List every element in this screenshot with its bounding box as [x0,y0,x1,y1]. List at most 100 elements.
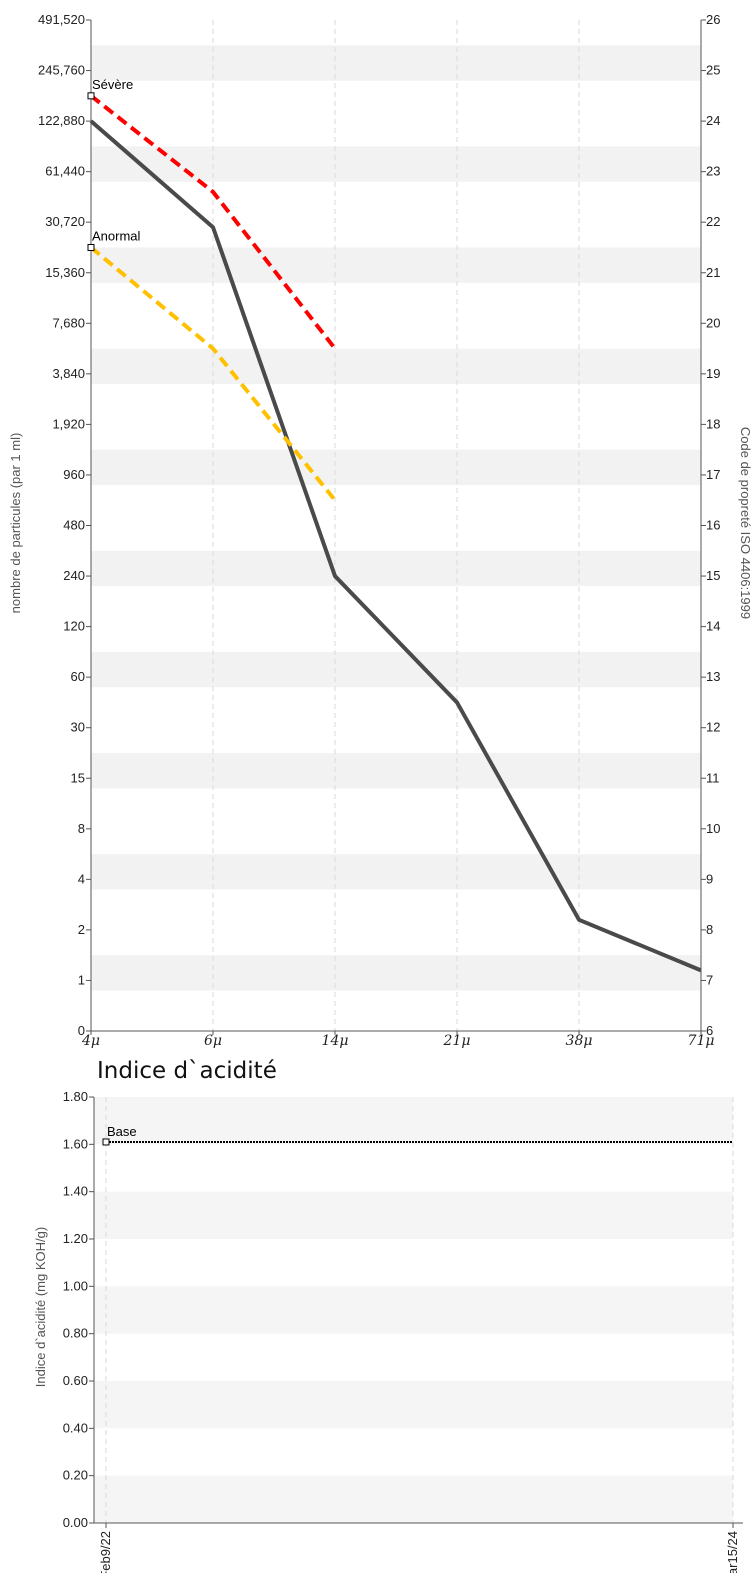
particle-chart-y2-label: Code de propreté ISO 4406:1999 [738,427,753,619]
y2-tick-label: 16 [706,518,720,533]
acidity-chart-x-ticks: Feb9/22 Mar15/24 [98,1523,740,1573]
y2-tick-label: 9 [706,871,713,886]
grid-band [91,651,701,688]
y-tick-label: 0 [78,1023,85,1038]
y-tick-label: 1 [78,972,85,987]
y-tick-label: 480 [63,518,85,533]
y-tick-label: 0.60 [63,1373,88,1388]
x-tick-label: Mar15/24 [725,1531,740,1573]
y-tick-label: 0.00 [63,1515,88,1530]
grid-band [91,146,701,182]
particle-chart-y-label: nombre de particules (par 1 ml) [8,433,23,614]
y2-tick-label: 19 [706,366,720,381]
y2-tick-label: 10 [706,821,720,836]
y-tick-label: 15,360 [45,265,85,280]
y-tick-label: 1.40 [63,1184,88,1199]
base-marker [102,1138,110,1146]
particle-chart-bands [91,45,701,991]
y2-tick-label: 17 [706,467,720,482]
grid-band [91,45,701,81]
y-tick-label: 1.00 [63,1278,88,1293]
y2-tick-label: 15 [706,568,720,583]
series-line-measured [89,119,702,973]
y2-tick-label: 14 [706,619,720,634]
y-tick-label: 1.80 [63,1089,88,1104]
grid-band [91,854,701,890]
y2-tick-label: 8 [706,922,713,937]
grid-band [91,955,701,991]
particle-chart-series [89,94,702,973]
y-tick-label: 30 [71,720,85,735]
acidity-chart-annotations: Base [102,1124,137,1146]
particle-chart-y-ticks: 0 1 2 4 8 15 30 60 120 240 480 960 1,920 3,840 7,680 15… [38,12,91,1038]
acidity-chart: Indice d`acidité 0.00 0.20 0.40 0.60 0.80 1.0… [33,1058,743,1573]
grid-band [94,1286,733,1334]
y-tick-label: 240 [63,568,85,583]
y-tick-label: 960 [63,467,85,482]
x-tick-label: 4μ [81,1033,100,1049]
y-tick-label: 120 [63,619,85,634]
y-tick-label: 7,680 [52,315,85,330]
grid-band [94,1381,733,1429]
y-tick-label: 4 [78,871,85,886]
y2-tick-label: 24 [706,113,720,128]
y-tick-label: 245,760 [38,63,85,78]
particle-chart-x-ticks: 4μ 6μ 14μ 21μ 38μ 71μ [81,1031,714,1049]
grid-band [91,550,701,587]
grid-band [91,348,701,384]
y2-tick-label: 6 [706,1023,713,1038]
y-tick-label: 0.40 [63,1420,88,1435]
y-tick-label: 2 [78,922,85,937]
particle-chart-y2-ticks: 6 7 8 9 10 11 12 13 14 15 16 17 18 19 20 21 22 23 24 25 26 [701,12,720,1038]
x-tick-label: 14μ [322,1033,349,1049]
threshold-marker [87,243,95,251]
y-tick-label: 15 [71,770,85,785]
y-tick-label: 8 [78,821,85,836]
y-tick-label: 0.20 [63,1468,88,1483]
grid-band [91,247,701,283]
series-line-sévère [89,94,337,350]
y2-tick-label: 12 [706,720,720,735]
y-tick-label: 1.20 [63,1231,88,1246]
acidity-chart-bands [94,1097,733,1523]
x-tick-label: 21μ [443,1033,471,1049]
grid-band [94,1097,733,1145]
y2-tick-label: 23 [706,164,720,179]
y2-tick-label: 21 [706,265,720,280]
y-tick-label: 60 [71,669,85,684]
y2-tick-label: 13 [706,669,720,684]
threshold-marker [87,92,95,100]
base-label: Base [107,1124,137,1139]
y2-tick-label: 20 [706,315,720,330]
y-tick-label: 61,440 [45,164,85,179]
y2-tick-label: 25 [706,63,720,78]
series-line-anormal [89,245,337,502]
particle-chart: 012481530601202404809601,9203,8407,68015… [8,12,753,1049]
y-tick-label: 491,520 [38,12,85,27]
threshold-label: Sévère [92,77,133,92]
y-tick-label: 0.80 [63,1326,88,1341]
y2-tick-label: 7 [706,972,713,987]
y-tick-label: 1,920 [52,416,85,431]
y2-tick-label: 26 [706,12,720,27]
acidity-chart-vgrid [105,1097,734,1523]
y-tick-label: 1.60 [63,1136,88,1151]
y-tick-label: 122,880 [38,113,85,128]
y2-tick-label: 11 [706,770,720,785]
acidity-chart-axes [93,1097,743,1524]
grid-band [91,449,701,486]
x-tick-label: 38μ [566,1033,593,1049]
y2-tick-label: 18 [706,416,720,431]
grid-band [94,1475,733,1523]
grid-band [91,752,701,789]
y-tick-label: 3,840 [52,366,85,381]
threshold-label: Anormal [92,228,141,243]
x-tick-label: 71μ [688,1033,715,1049]
particle-chart-annotations: Sévère Anormal [87,77,141,251]
acidity-chart-y-ticks: 0.00 0.20 0.40 0.60 0.80 1.00 1.20 1.40 1.60 1.80 [63,1089,94,1530]
y-tick-label: 30,720 [45,214,85,229]
acidity-chart-y-label: Indice d`acidité (mg KOH/g) [33,1227,48,1387]
y2-tick-label: 22 [706,214,720,229]
acidity-chart-title: Indice d`acidité [97,1058,277,1084]
